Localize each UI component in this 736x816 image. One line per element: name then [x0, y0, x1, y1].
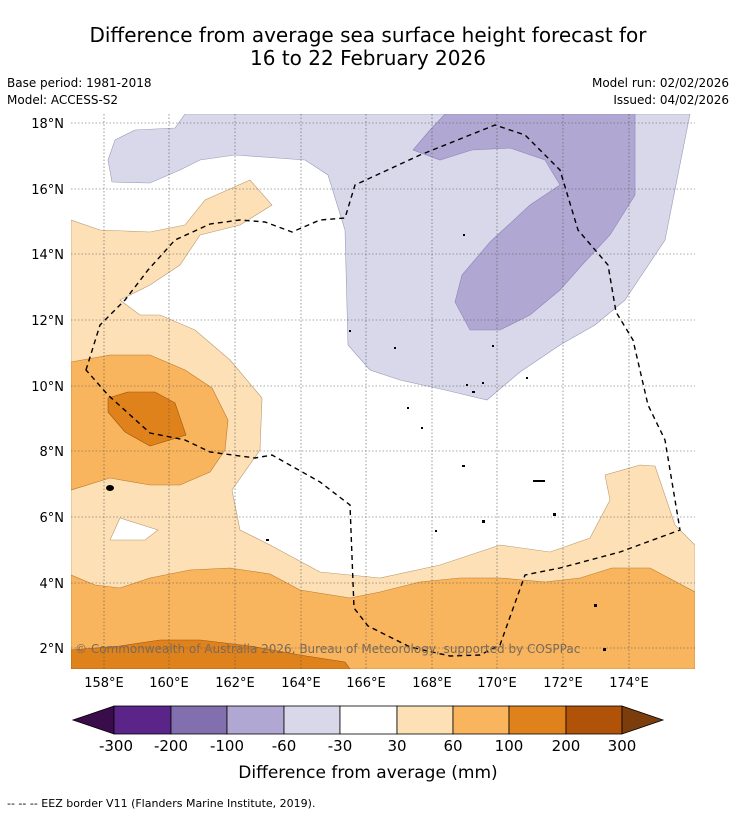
lon-label: 162°E — [215, 676, 255, 691]
lon-label: 164°E — [281, 676, 321, 691]
colorbar-swatch — [170, 705, 228, 735]
colorbar-tick-label: -30 — [328, 737, 353, 755]
model-label: Model: ACCESS-S2 — [7, 93, 119, 107]
graticule — [71, 114, 695, 669]
negative-anomaly-light-region — [107, 114, 691, 401]
colorbar-tick-label: -100 — [210, 737, 244, 755]
colorbar-tick-label: 200 — [552, 737, 581, 755]
latitude-labels: 18°N 16°N 14°N 12°N 10°N 8°N 6°N 4°N 2°N — [31, 117, 64, 657]
colorbar-tick-label: 100 — [495, 737, 524, 755]
colorbar-min-extension — [71, 705, 115, 735]
lat-label: 4°N — [40, 577, 65, 592]
colorbar-swatch — [508, 705, 567, 735]
lat-label: 16°N — [31, 183, 64, 198]
colorbar-tick-label: 30 — [387, 737, 406, 755]
colorbar-swatch — [283, 705, 341, 735]
map-title-line1: Difference from average sea surface heig… — [89, 23, 647, 47]
longitude-labels: 158°E 160°E 162°E 164°E 166°E 168°E 170°… — [84, 676, 649, 691]
colorbar-swatch — [396, 705, 454, 735]
colorbar: -300 -200 -100 -60 -30 30 60 100 200 300… — [71, 705, 665, 783]
lon-label: 168°E — [412, 676, 452, 691]
lat-label: 12°N — [31, 314, 64, 329]
lat-label: 2°N — [40, 642, 65, 657]
lon-label: 174°E — [609, 676, 649, 691]
issued-label: Issued: 04/02/2026 — [613, 93, 729, 107]
lon-label: 160°E — [149, 676, 189, 691]
colorbar-swatch — [339, 705, 398, 735]
map-panel: © Commonwealth of Australia 2026, Bureau… — [71, 114, 695, 669]
colorbar-swatch — [452, 705, 510, 735]
copyright-notice: © Commonwealth of Australia 2026, Bureau… — [75, 642, 580, 656]
colorbar-swatch — [565, 705, 623, 735]
lon-label: 170°E — [477, 676, 517, 691]
colorbar-swatch — [226, 705, 285, 735]
colorbar-tick-label: 60 — [443, 737, 462, 755]
lat-label: 18°N — [31, 117, 64, 132]
map-title-line2: 16 to 22 February 2026 — [250, 46, 486, 70]
lon-label: 172°E — [543, 676, 583, 691]
island-markers — [106, 234, 606, 651]
colorbar-title: Difference from average (mm) — [238, 763, 497, 783]
colorbar-tick-label: -60 — [272, 737, 297, 755]
model-run-label: Model run: 02/02/2026 — [591, 76, 729, 90]
negative-anomaly-mid-region — [412, 114, 636, 331]
lat-label: 6°N — [40, 511, 65, 526]
eez-border-legend: -- -- -- EEZ border V11 (Flanders Marine… — [7, 797, 316, 810]
lon-label: 166°E — [346, 676, 386, 691]
lat-label: 8°N — [40, 445, 65, 460]
colorbar-tick-label: 300 — [608, 737, 637, 755]
positive-anomaly-light-region — [71, 179, 695, 669]
colorbar-max-extension — [621, 705, 665, 735]
positive-anomaly-high-region — [107, 391, 187, 447]
eez-border — [85, 124, 681, 657]
colorbar-tick-label: -200 — [154, 737, 188, 755]
colorbar-tick-label: -300 — [99, 737, 133, 755]
lat-label: 14°N — [31, 248, 64, 263]
lat-label: 10°N — [31, 380, 64, 395]
base-period-label: Base period: 1981-2018 — [7, 76, 152, 90]
lon-label: 158°E — [84, 676, 124, 691]
colorbar-swatch — [113, 705, 172, 735]
